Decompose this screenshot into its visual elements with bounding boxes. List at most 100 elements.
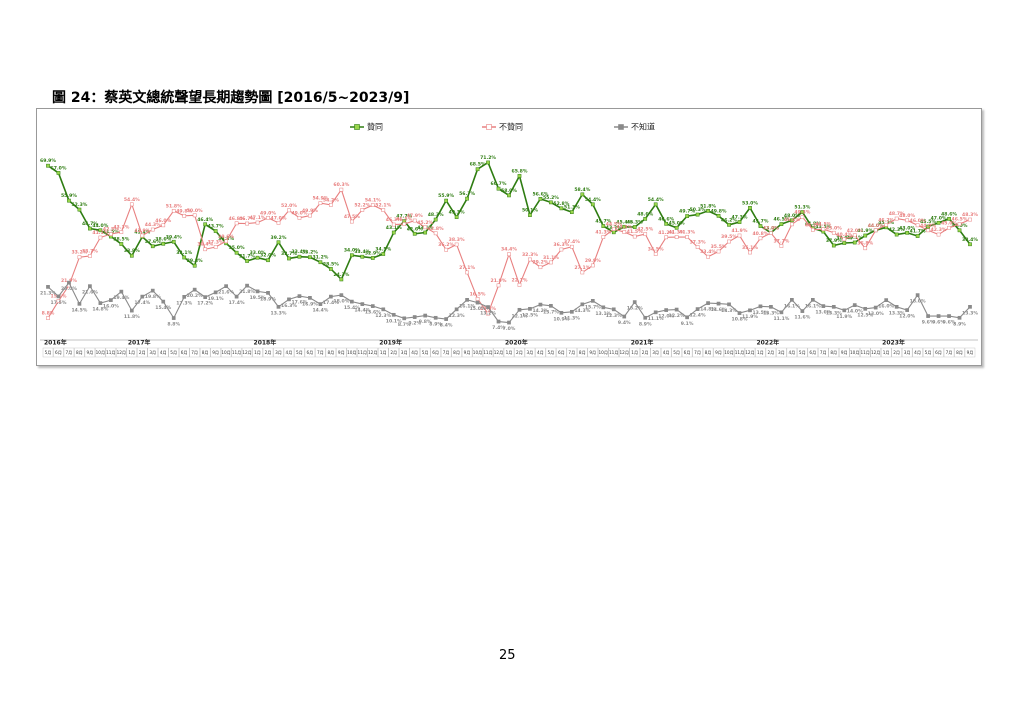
point-marker bbox=[67, 198, 71, 203]
data-label: 49.8% bbox=[176, 208, 192, 214]
point-marker bbox=[632, 234, 637, 239]
month-cell bbox=[723, 347, 735, 358]
point-marker bbox=[559, 247, 564, 252]
data-label: 56.6% bbox=[532, 191, 548, 197]
data-label: 9.2% bbox=[408, 321, 421, 327]
data-label: 46.5% bbox=[952, 217, 968, 223]
data-label: 8.9% bbox=[429, 321, 442, 327]
month-cell bbox=[839, 347, 850, 358]
data-label: 14.3% bbox=[721, 308, 737, 314]
point-marker bbox=[245, 283, 249, 288]
data-label: 9.6% bbox=[943, 320, 956, 326]
data-label: 49.7% bbox=[679, 209, 695, 215]
data-label: 15.4% bbox=[344, 305, 360, 311]
month-cell bbox=[922, 347, 934, 358]
data-label: 44.5% bbox=[815, 222, 831, 228]
data-label: 13.7% bbox=[543, 309, 559, 315]
point-marker bbox=[685, 315, 689, 320]
point-marker bbox=[433, 315, 438, 320]
data-label: 56.7% bbox=[459, 191, 475, 197]
year-label: 2019年 bbox=[379, 339, 402, 347]
point-marker bbox=[863, 306, 868, 311]
point-marker bbox=[98, 301, 103, 305]
point-marker bbox=[88, 284, 92, 288]
point-marker bbox=[706, 254, 710, 259]
data-label: 45.7% bbox=[595, 219, 611, 225]
point-marker bbox=[611, 230, 616, 235]
point-marker bbox=[831, 230, 836, 235]
data-label: 33.4% bbox=[700, 249, 716, 255]
data-label: 15.7% bbox=[585, 304, 601, 310]
point-marker bbox=[821, 304, 826, 308]
data-label: 34.4% bbox=[501, 247, 517, 253]
x-tick-label: 5月 bbox=[296, 350, 303, 356]
point-marker bbox=[559, 310, 564, 315]
x-tick-label: 10月 bbox=[473, 350, 483, 356]
point-marker bbox=[171, 239, 176, 244]
data-label: 10.8% bbox=[732, 317, 748, 323]
month-cell bbox=[137, 347, 148, 358]
data-label: 44.5% bbox=[606, 222, 622, 228]
point-marker bbox=[213, 229, 218, 233]
point-marker bbox=[234, 250, 239, 255]
data-label: 14.4% bbox=[312, 308, 328, 314]
point-marker bbox=[884, 222, 889, 227]
data-label: 41.4% bbox=[134, 229, 150, 235]
point-marker bbox=[444, 247, 448, 252]
data-label: 48.0% bbox=[784, 213, 800, 219]
month-cell bbox=[776, 347, 787, 358]
data-label: 16.9% bbox=[302, 301, 318, 307]
x-tick-label: 3月 bbox=[275, 350, 282, 356]
point-marker bbox=[570, 309, 574, 314]
data-label: 14.3% bbox=[574, 308, 590, 314]
point-marker bbox=[339, 293, 344, 297]
data-label: 22.1% bbox=[512, 277, 528, 283]
point-marker bbox=[412, 315, 417, 319]
x-tick-label: 12月 bbox=[619, 350, 629, 356]
data-label: 32.3% bbox=[522, 252, 538, 258]
point-marker bbox=[329, 203, 333, 207]
data-label: 39.1% bbox=[847, 235, 863, 241]
point-marker bbox=[245, 259, 249, 263]
data-label: 21.6% bbox=[82, 290, 98, 296]
data-label: 43.0% bbox=[826, 225, 842, 231]
data-label: 43.3% bbox=[113, 225, 129, 231]
x-tick-label: 9月 bbox=[841, 350, 848, 356]
month-cell bbox=[807, 347, 819, 358]
month-cell bbox=[472, 347, 483, 358]
point-marker bbox=[716, 301, 721, 306]
data-label: 33.0% bbox=[250, 250, 266, 256]
month-cell bbox=[409, 347, 420, 358]
month-cell bbox=[493, 347, 504, 358]
data-label: 46.4% bbox=[197, 217, 213, 223]
point-marker bbox=[685, 214, 689, 218]
x-tick-label: 1月 bbox=[506, 350, 513, 356]
point-marker bbox=[496, 319, 501, 324]
x-tick-label: 6月 bbox=[181, 350, 188, 356]
data-label: 54.2% bbox=[323, 197, 339, 203]
point-marker bbox=[360, 207, 365, 212]
point-marker bbox=[444, 198, 448, 203]
point-marker bbox=[873, 228, 878, 233]
month-cell bbox=[849, 347, 860, 358]
data-label: 46.7% bbox=[239, 216, 255, 222]
data-label: 37.3% bbox=[208, 239, 224, 245]
data-label: 45.2% bbox=[417, 220, 433, 226]
point-marker bbox=[926, 228, 930, 233]
data-label: 38.3% bbox=[449, 237, 465, 243]
month-cell bbox=[503, 347, 515, 358]
year-label: 2017年 bbox=[128, 339, 151, 347]
point-marker bbox=[790, 218, 794, 223]
data-label: 13.0% bbox=[868, 311, 884, 317]
point-marker bbox=[119, 242, 124, 246]
data-label: 37.7% bbox=[773, 239, 789, 245]
month-cell bbox=[84, 347, 96, 358]
point-marker bbox=[360, 302, 365, 306]
x-tick-label: 9月 bbox=[212, 350, 219, 356]
point-marker bbox=[56, 294, 61, 299]
point-marker bbox=[863, 246, 868, 251]
point-marker bbox=[234, 294, 239, 299]
x-tick-label: 4月 bbox=[663, 350, 670, 356]
month-cell bbox=[336, 347, 347, 358]
data-label: 48.6% bbox=[941, 211, 957, 217]
